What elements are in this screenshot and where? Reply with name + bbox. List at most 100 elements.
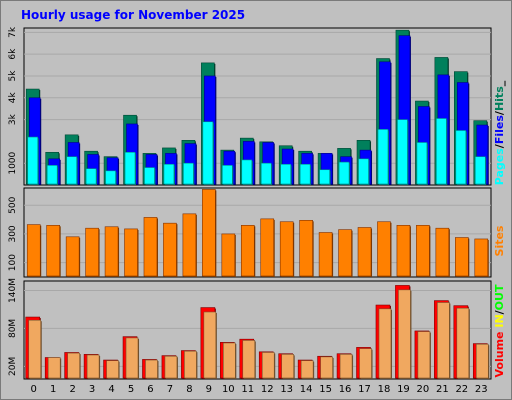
y-tick-label: 6k xyxy=(8,48,18,60)
x-tick-label: 12 xyxy=(261,384,274,395)
bar-in xyxy=(437,302,450,379)
bar-sites xyxy=(182,213,197,277)
legend-sep: / xyxy=(493,143,506,148)
x-tick-label: 21 xyxy=(436,384,449,395)
bar-sites xyxy=(474,238,489,277)
legend-sep: / xyxy=(493,309,506,314)
bar-in xyxy=(28,319,42,379)
x-tick-label: 23 xyxy=(475,384,488,395)
bar-in xyxy=(281,354,294,379)
bar-sites xyxy=(435,227,450,277)
bar-sites xyxy=(455,237,469,277)
bar-pages xyxy=(66,156,77,185)
x-tick-label: 11 xyxy=(241,384,254,395)
legend-sites-panel: Sites xyxy=(493,225,506,256)
bar-sites xyxy=(318,232,333,277)
bar-pages xyxy=(85,168,97,185)
bar-in xyxy=(164,355,178,379)
x-tick-label: 5 xyxy=(128,384,134,395)
bar-pages xyxy=(474,156,486,185)
bar-in xyxy=(300,360,314,379)
legend-requests: Pages/Files/Hits_ xyxy=(493,80,506,185)
bar-sites xyxy=(26,224,41,277)
legend-pages: Pages xyxy=(493,148,506,186)
bar-sites xyxy=(85,227,99,277)
bar-in xyxy=(339,354,353,379)
y-tick-label: 500 xyxy=(8,196,18,213)
x-tick-label: 14 xyxy=(300,384,313,395)
bar-pages xyxy=(105,170,116,185)
x-tick-label: 18 xyxy=(378,384,391,395)
bar-in xyxy=(184,350,197,379)
bar-pages xyxy=(124,151,136,185)
bar-pages xyxy=(416,142,428,185)
bar-sites xyxy=(299,219,313,277)
bar-sites xyxy=(416,225,430,277)
y-tick-label: 80M xyxy=(8,319,18,338)
y-tick-label: 20M xyxy=(8,357,18,376)
bar-pages xyxy=(241,159,253,185)
bar-pages xyxy=(202,121,214,185)
bar-in xyxy=(398,289,411,379)
bar-sites xyxy=(357,227,372,277)
x-tick-label: 19 xyxy=(397,384,410,395)
legend-files: Files xyxy=(493,115,506,145)
x-tick-label: 10 xyxy=(222,384,235,395)
y-tick-label: 300 xyxy=(8,225,18,242)
bar-in xyxy=(456,307,470,379)
bar-pages xyxy=(299,163,311,185)
legend-sep: _ xyxy=(493,80,506,86)
bar-in xyxy=(125,337,139,379)
bar-pages xyxy=(280,163,291,185)
bar-sites xyxy=(143,217,158,277)
x-tick-label: 0 xyxy=(31,384,37,395)
bar-sites xyxy=(46,225,60,277)
bar-pages xyxy=(260,162,272,185)
bar-sites xyxy=(396,225,411,277)
plot-area-volume xyxy=(23,280,492,380)
bar-pages xyxy=(46,165,58,185)
bar-pages xyxy=(183,162,194,185)
bar-pages xyxy=(338,161,350,185)
x-tick-label: 15 xyxy=(319,384,332,395)
x-tick-label: 20 xyxy=(417,384,430,395)
bar-sites xyxy=(240,225,255,277)
bar-in xyxy=(47,357,61,379)
bar-pages xyxy=(377,129,389,185)
x-tick-label: 17 xyxy=(358,384,371,395)
x-tick-label: 3 xyxy=(89,384,95,395)
x-tick-label: 7 xyxy=(167,384,173,395)
x-tick-label: 1 xyxy=(50,384,56,395)
y-tick-label: 1000 xyxy=(8,151,18,174)
legend-sites: Sites xyxy=(493,225,506,256)
bar-sites xyxy=(377,221,391,277)
bar-pages xyxy=(436,118,447,185)
x-tick-label: 9 xyxy=(206,384,212,395)
bar-pages xyxy=(319,169,330,185)
y-tick-label: 140M xyxy=(8,278,18,303)
legend-hits: Hits xyxy=(493,86,506,111)
x-tick-label: 2 xyxy=(69,384,75,395)
x-tick-label: 4 xyxy=(108,384,114,395)
y-tick-label: 3k xyxy=(8,113,18,125)
bar-sites xyxy=(221,233,236,277)
bar-in xyxy=(261,352,275,379)
bar-sites xyxy=(163,222,177,277)
bar-pages xyxy=(455,130,467,185)
bar-in xyxy=(223,342,236,379)
bar-pages xyxy=(27,136,39,185)
bar-pages xyxy=(222,165,233,185)
legend-out: OUT xyxy=(493,284,506,310)
bar-sites xyxy=(124,228,138,277)
bar-sites xyxy=(260,218,275,277)
bar-in xyxy=(359,348,372,379)
bar-in xyxy=(67,352,80,379)
bar-in xyxy=(242,340,256,379)
y-tick-label: 4k xyxy=(8,92,18,104)
x-tick-label: 8 xyxy=(186,384,192,395)
bar-pages xyxy=(144,167,155,185)
chart-title: Hourly usage for November 2025 xyxy=(21,8,246,22)
legend-volume-panel: Volume IN/OUT xyxy=(493,284,506,377)
bar-sites xyxy=(202,189,216,277)
